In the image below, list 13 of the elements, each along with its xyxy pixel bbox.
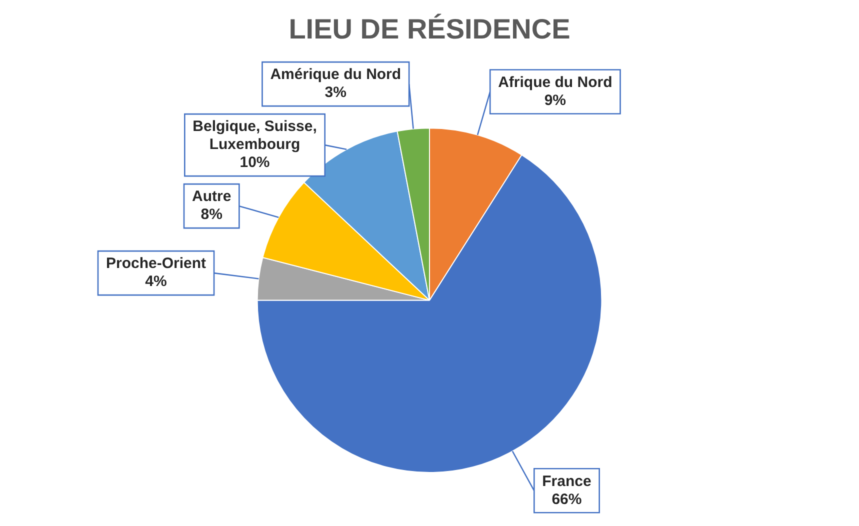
slice-label: France: [542, 472, 592, 490]
slice-label: Amérique du Nord: [270, 66, 402, 84]
slice-label: Autre: [192, 188, 232, 206]
data-label: 66%: [552, 490, 582, 508]
data-label: 4%: [145, 273, 167, 290]
slice-label: Belgique, Suisse, Luxembourg: [192, 118, 317, 154]
slice-label: Afrique du Nord: [498, 74, 612, 91]
data-label: 3%: [324, 84, 346, 102]
data-label: 8%: [200, 206, 222, 224]
data-label: 10%: [240, 154, 270, 172]
data-label: 9%: [544, 92, 566, 109]
chart-title: LIEU DE RÉSIDENCE: [288, 14, 570, 45]
slice-label: Proche-Orient: [106, 255, 206, 272]
